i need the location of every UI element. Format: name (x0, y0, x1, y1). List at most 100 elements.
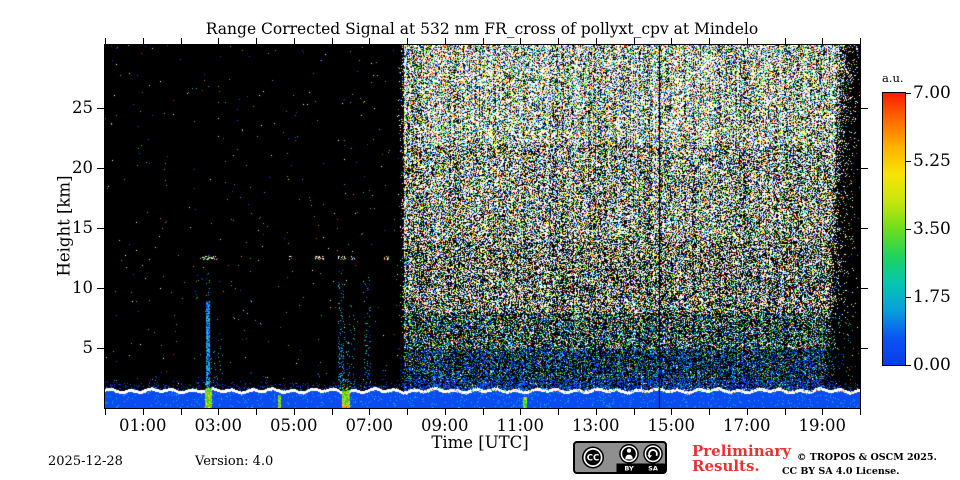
x-tick-mark-top (143, 38, 144, 44)
x-tick-mark-top (294, 38, 295, 44)
x-tick-mark-bottom (671, 409, 672, 415)
colorbar-tick-label: 3.50 (913, 219, 951, 239)
by-person-icon (619, 444, 639, 464)
colorbar-tick-mark (906, 297, 911, 298)
x-tick-label: 05:00 (269, 416, 318, 435)
y-tick-label: 15 (72, 218, 93, 237)
colorbar-tick-mark (906, 365, 911, 366)
cc-badge-bar (616, 463, 665, 472)
x-tick-mark-top (558, 38, 559, 44)
footer-date: 2025-12-28 (48, 454, 123, 469)
x-tick-label: 03:00 (194, 416, 243, 435)
y-tick-label: 10 (72, 278, 93, 297)
x-tick-mark-top (407, 38, 408, 44)
x-tick-mark-top (181, 38, 182, 44)
x-tick-mark-bottom (294, 409, 295, 415)
colorbar-tick-label: 1.75 (913, 287, 951, 307)
x-tick-mark-bottom (143, 409, 144, 415)
colorbar-tick-label: 0.00 (913, 355, 951, 375)
y-tick-mark-left (97, 168, 104, 169)
x-tick-mark-bottom (218, 409, 219, 415)
sa-label: SA (648, 465, 658, 473)
x-tick-mark-bottom (407, 409, 408, 415)
x-tick-mark-bottom (747, 409, 748, 415)
x-tick-mark-top (105, 38, 106, 44)
y-tick-label: 20 (72, 158, 93, 177)
footer-version: Version: 4.0 (195, 454, 274, 469)
colorbar (882, 92, 906, 366)
x-tick-mark-bottom (709, 409, 710, 415)
by-label: BY (624, 465, 634, 473)
y-tick-mark-right (861, 168, 868, 169)
colorbar-gradient (883, 93, 905, 365)
x-tick-mark-top (709, 38, 710, 44)
colorbar-unit-label: a.u. (882, 71, 904, 85)
x-tick-mark-top (218, 38, 219, 44)
y-tick-mark-right (861, 288, 868, 289)
y-tick-mark-left (97, 228, 104, 229)
license-line-2: CC BY SA 4.0 License. (782, 465, 900, 477)
x-tick-mark-bottom (860, 409, 861, 415)
x-tick-mark-bottom (369, 409, 370, 415)
preliminary-results-note: Preliminary Results. (692, 442, 791, 475)
plot-title: Range Corrected Signal at 532 nm FR_cros… (205, 20, 759, 38)
x-tick-mark-bottom (256, 409, 257, 415)
x-tick-mark-bottom (445, 409, 446, 415)
cc-by-sa-badge: CC BY SA (573, 441, 667, 474)
x-tick-mark-top (822, 38, 823, 44)
x-axis-label: Time [UTC] (431, 433, 529, 452)
colorbar-tick-mark (906, 93, 911, 94)
svg-text:CC: CC (587, 454, 599, 464)
y-tick-mark-right (861, 228, 868, 229)
license-line-1: © TROPOS & OSCM 2025. (797, 452, 937, 463)
x-tick-mark-bottom (596, 409, 597, 415)
x-tick-mark-bottom (785, 409, 786, 415)
plot-frame (104, 44, 861, 409)
heatmap-canvas (105, 45, 860, 408)
x-tick-mark-top (369, 38, 370, 44)
x-tick-label: 09:00 (420, 416, 469, 435)
colorbar-tick-label: 5.25 (913, 151, 951, 171)
y-tick-mark-left (97, 108, 104, 109)
y-tick-mark-left (97, 348, 104, 349)
x-tick-label: 07:00 (345, 416, 394, 435)
x-tick-mark-top (671, 38, 672, 44)
y-tick-mark-right (861, 348, 868, 349)
x-tick-mark-top (747, 38, 748, 44)
x-tick-label: 13:00 (571, 416, 620, 435)
x-tick-mark-top (483, 38, 484, 44)
cc-icon: CC (582, 446, 604, 469)
x-tick-mark-top (860, 38, 861, 44)
colorbar-tick-label: 7.00 (913, 83, 951, 103)
colorbar-tick-mark (906, 161, 911, 162)
sa-arrow-icon (643, 444, 663, 464)
x-tick-mark-bottom (520, 409, 521, 415)
y-tick-label: 5 (82, 338, 94, 357)
x-tick-mark-bottom (822, 409, 823, 415)
x-tick-label: 11:00 (496, 416, 545, 435)
x-tick-mark-top (256, 38, 257, 44)
x-tick-mark-bottom (332, 409, 333, 415)
y-tick-mark-left (97, 288, 104, 289)
x-tick-mark-top (634, 38, 635, 44)
x-tick-label: 15:00 (647, 416, 696, 435)
x-tick-mark-bottom (181, 409, 182, 415)
x-tick-mark-top (520, 38, 521, 44)
y-tick-label: 25 (72, 98, 93, 117)
license-note: © TROPOS & OSCM 2025. CC BY SA 4.0 Licen… (782, 451, 937, 478)
x-tick-mark-top (445, 38, 446, 44)
x-tick-label: 17:00 (722, 416, 771, 435)
x-tick-mark-top (785, 38, 786, 44)
x-tick-mark-bottom (634, 409, 635, 415)
colorbar-tick-mark (906, 229, 911, 230)
x-tick-label: 19:00 (798, 416, 847, 435)
x-tick-mark-bottom (105, 409, 106, 415)
x-tick-mark-top (332, 38, 333, 44)
x-tick-mark-bottom (558, 409, 559, 415)
y-tick-mark-right (861, 108, 868, 109)
x-tick-mark-top (596, 38, 597, 44)
y-axis-label: Height [km] (54, 175, 74, 277)
x-tick-mark-bottom (483, 409, 484, 415)
x-tick-label: 01:00 (118, 416, 167, 435)
